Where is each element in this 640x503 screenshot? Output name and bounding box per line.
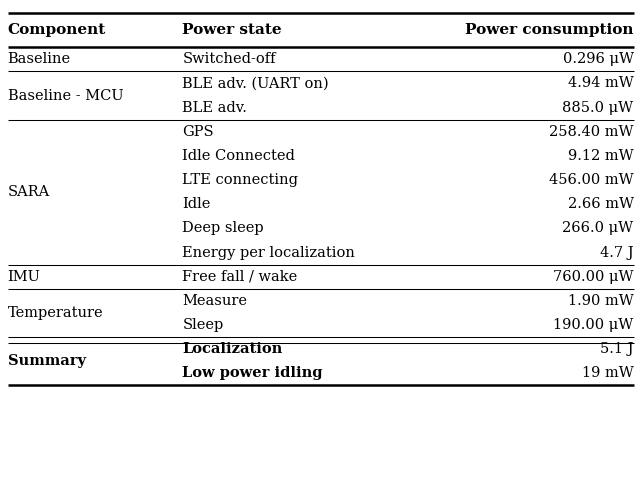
- Text: Summary: Summary: [8, 354, 86, 368]
- Text: Idle: Idle: [182, 197, 211, 211]
- Text: 2.66 mW: 2.66 mW: [568, 197, 634, 211]
- Text: 19 mW: 19 mW: [582, 366, 634, 380]
- Text: 266.0 μW: 266.0 μW: [563, 221, 634, 235]
- Text: 1.90 mW: 1.90 mW: [568, 294, 634, 308]
- Text: BLE adv. (UART on): BLE adv. (UART on): [182, 76, 329, 91]
- Text: Energy per localization: Energy per localization: [182, 245, 355, 260]
- Text: IMU: IMU: [8, 270, 40, 284]
- Text: Localization: Localization: [182, 342, 283, 356]
- Text: Baseline: Baseline: [8, 52, 71, 66]
- Text: Baseline - MCU: Baseline - MCU: [8, 89, 124, 103]
- Text: BLE adv.: BLE adv.: [182, 101, 247, 115]
- Text: Switched-off: Switched-off: [182, 52, 276, 66]
- Text: 0.296 μW: 0.296 μW: [563, 52, 634, 66]
- Text: Temperature: Temperature: [8, 306, 103, 320]
- Text: Low power idling: Low power idling: [182, 366, 323, 380]
- Text: Sleep: Sleep: [182, 318, 223, 332]
- Text: 4.94 mW: 4.94 mW: [568, 76, 634, 91]
- Text: SARA: SARA: [8, 185, 50, 199]
- Text: Power state: Power state: [182, 23, 282, 37]
- Text: Measure: Measure: [182, 294, 248, 308]
- Text: 9.12 mW: 9.12 mW: [568, 149, 634, 163]
- Text: 4.7 J: 4.7 J: [600, 245, 634, 260]
- Text: 190.00 μW: 190.00 μW: [554, 318, 634, 332]
- Text: LTE connecting: LTE connecting: [182, 173, 298, 187]
- Text: 760.00 μW: 760.00 μW: [553, 270, 634, 284]
- Text: 885.0 μW: 885.0 μW: [563, 101, 634, 115]
- Text: Power consumption: Power consumption: [465, 23, 634, 37]
- Text: 5.1 J: 5.1 J: [600, 342, 634, 356]
- Text: Free fall / wake: Free fall / wake: [182, 270, 298, 284]
- Text: Deep sleep: Deep sleep: [182, 221, 264, 235]
- Text: GPS: GPS: [182, 125, 214, 139]
- Text: Component: Component: [8, 23, 106, 37]
- Text: Idle Connected: Idle Connected: [182, 149, 295, 163]
- Text: 258.40 mW: 258.40 mW: [549, 125, 634, 139]
- Text: 456.00 mW: 456.00 mW: [549, 173, 634, 187]
